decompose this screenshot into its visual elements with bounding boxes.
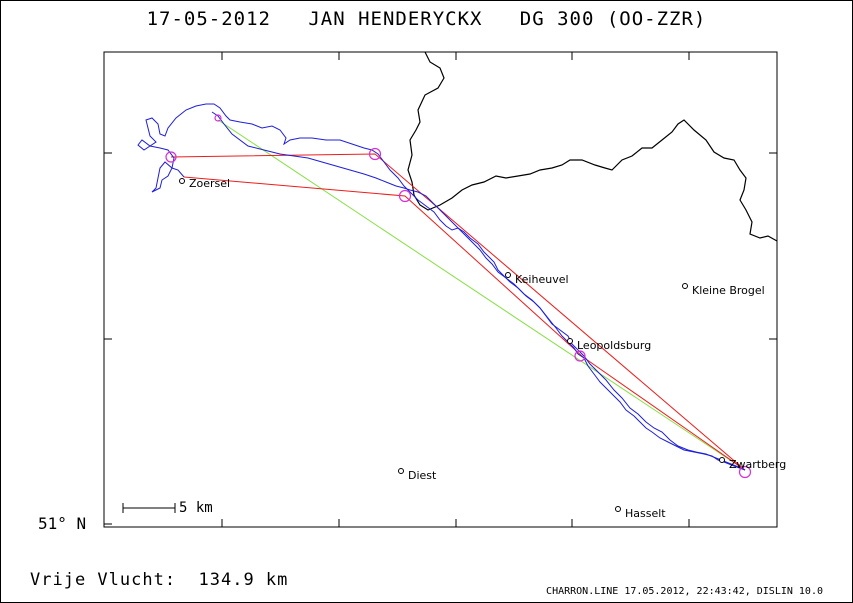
free-flight-line	[217, 119, 746, 471]
town-marker-diest	[398, 468, 404, 474]
turnpoint-3	[574, 350, 586, 362]
town-marker-heusden	[505, 272, 511, 278]
country-border	[407, 51, 778, 242]
town-marker-zoersel	[179, 178, 185, 184]
town-label-leopoldsburg: Leopoldsburg	[577, 339, 652, 352]
flight-track	[137, 103, 746, 471]
map-frame	[103, 51, 778, 528]
town-label-heusden: Keiheuvel	[515, 273, 569, 286]
town-label-diest: Diest	[408, 469, 437, 482]
town-marker-leopoldsburg	[567, 338, 573, 344]
turnpoint-1	[368, 147, 382, 161]
scale-bar	[122, 503, 176, 513]
town-marker-zwartberg	[719, 457, 725, 463]
turnpoint-release	[214, 114, 222, 122]
scale-label: 5 km	[179, 500, 213, 516]
town-label-hasselt: Hasselt	[625, 507, 666, 520]
latitude-label: 51° N	[38, 514, 87, 533]
axis-ticks	[104, 52, 777, 527]
map-title: 17-05-2012 JAN HENDERYCKX DG 300 (OO-ZZR…	[146, 8, 707, 30]
task-line	[170, 153, 746, 471]
turnpoint-2	[398, 189, 412, 203]
town-label-zwartberg: Zwartberg	[729, 458, 787, 471]
free-flight-distance: Vrije Vlucht: 134.9 km	[30, 570, 289, 590]
town-label-kleine-brogel: Kleine Brogel	[692, 284, 765, 297]
turnpoint-start	[165, 151, 177, 163]
town-markers	[179, 178, 725, 512]
flight-track-return	[211, 111, 746, 471]
footer-credits: CHARRON.LINE 17.05.2012, 22:43:42, DISLI…	[546, 586, 823, 597]
town-label-zoersel: Zoersel	[189, 177, 231, 190]
turnpoint-4	[738, 465, 752, 479]
town-marker-kleine-brogel	[682, 283, 688, 289]
turnpoint-markers	[165, 114, 752, 479]
town-marker-hasselt	[615, 506, 621, 512]
